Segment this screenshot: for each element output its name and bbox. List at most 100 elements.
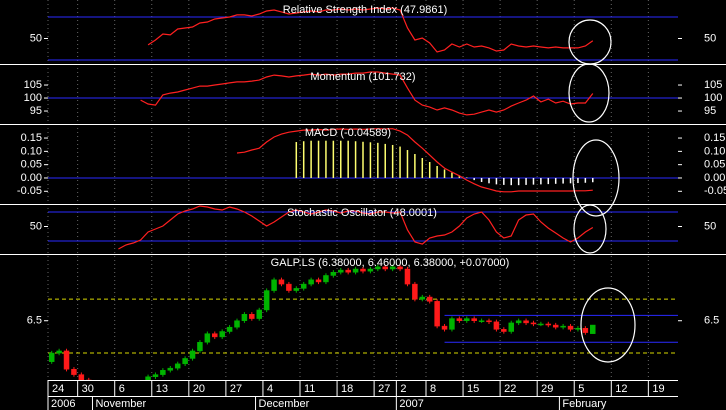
histogram-bar	[547, 177, 550, 185]
indicator-line	[118, 205, 594, 250]
month-label: 2007	[399, 398, 423, 410]
candle-body	[412, 283, 418, 300]
candle-body	[323, 275, 329, 283]
annotation-ellipse	[573, 204, 607, 254]
candle-body	[56, 350, 62, 354]
candle-body	[538, 323, 544, 326]
candle-body	[263, 290, 270, 311]
panel	[48, 7, 678, 61]
candle-body	[397, 266, 403, 270]
candle-body	[508, 322, 514, 332]
candle-body	[167, 367, 174, 371]
x-tick-label: 8	[430, 383, 436, 395]
histogram-bar	[584, 177, 587, 183]
y-tick-label: 50	[704, 220, 716, 232]
candle-body	[71, 368, 77, 375]
candle-body	[219, 331, 225, 338]
histogram-bar	[377, 142, 379, 178]
annotation-ellipse	[568, 63, 610, 123]
histogram-bar	[332, 140, 335, 178]
candle-body	[501, 329, 507, 332]
candle-body	[315, 279, 322, 283]
candle-body	[152, 374, 159, 378]
candle-body	[256, 309, 262, 319]
candle-body	[449, 318, 455, 330]
y-tick-label: 105	[24, 79, 42, 91]
x-tick-label: 27	[230, 383, 242, 395]
x-tick-label: 19	[652, 383, 664, 395]
histogram-bar	[503, 177, 505, 185]
x-tick-label: 5	[578, 383, 584, 395]
candle-body	[404, 268, 411, 285]
candle-body	[241, 314, 248, 321]
y-tick-label: 0.15	[21, 132, 42, 144]
candle-body	[48, 352, 55, 362]
x-tick-label: 12	[615, 383, 627, 395]
histogram-bar	[340, 140, 342, 178]
histogram-bar	[488, 177, 490, 184]
histogram-bar	[532, 177, 535, 185]
histogram-bar	[317, 140, 320, 178]
candle-body	[226, 326, 233, 332]
y-tick-label: -0.05	[17, 185, 42, 197]
y-tick-label: -0.05	[704, 185, 726, 197]
candle-body	[204, 333, 211, 343]
histogram-bar	[451, 172, 453, 178]
x-tick-label: 27	[378, 383, 390, 395]
histogram-bar	[325, 140, 327, 178]
candle-body	[345, 269, 351, 273]
annotations	[568, 19, 636, 363]
y-tick-label: 105	[704, 79, 722, 91]
histogram-bar	[391, 144, 394, 178]
candle-body	[293, 288, 300, 291]
histogram-bar	[525, 177, 527, 185]
candle-body	[582, 328, 589, 333]
panel	[48, 71, 678, 116]
panel	[48, 264, 678, 380]
candle-body	[493, 321, 500, 330]
histogram-bar	[399, 146, 401, 178]
candle-body	[382, 266, 388, 270]
annotation-ellipse	[572, 139, 620, 217]
candle-body	[174, 363, 181, 369]
y-tick-label: 0.10	[704, 145, 725, 157]
candle-body	[78, 374, 85, 380]
candle-body	[189, 350, 196, 359]
x-tick-label: 4	[267, 383, 273, 395]
histogram-bar	[428, 162, 431, 178]
x-tick-label: 13	[156, 383, 168, 395]
x-tick-label: 30	[82, 383, 94, 395]
histogram-bar	[562, 177, 564, 184]
histogram-bar	[540, 177, 542, 185]
candle-body	[567, 325, 574, 330]
candle-body	[330, 271, 337, 276]
candle-body	[375, 266, 381, 270]
histogram-bar	[302, 141, 305, 178]
histogram-bar	[510, 177, 512, 186]
indicator-line	[147, 7, 594, 53]
histogram-bar	[473, 177, 475, 181]
candle-body	[182, 358, 188, 365]
candle-body	[389, 266, 396, 270]
panel-title: Momentum (101.732)	[310, 71, 415, 83]
candle-body	[552, 324, 559, 328]
candle-body	[367, 268, 374, 272]
histogram-bar	[554, 177, 557, 184]
month-label: November	[95, 398, 146, 410]
y-tick-label: 50	[30, 220, 42, 232]
candle-body	[212, 333, 218, 338]
y-tick-label: 6.5	[704, 315, 719, 327]
x-tick-label: 18	[341, 383, 353, 395]
histogram-bar	[480, 177, 483, 182]
candle-body	[419, 296, 426, 300]
y-tick-label: 100	[704, 92, 722, 104]
histogram-bar	[421, 158, 424, 178]
candle-body	[590, 324, 596, 334]
candle-body	[249, 314, 255, 319]
candle-body	[464, 318, 470, 321]
panel-title: Relative Strength Index (47.9861)	[283, 4, 448, 16]
candle-body	[352, 268, 359, 273]
y-tick-label: 95	[704, 105, 716, 117]
x-tick-label: 6	[119, 383, 125, 395]
y-tick-label: 50	[30, 32, 42, 44]
